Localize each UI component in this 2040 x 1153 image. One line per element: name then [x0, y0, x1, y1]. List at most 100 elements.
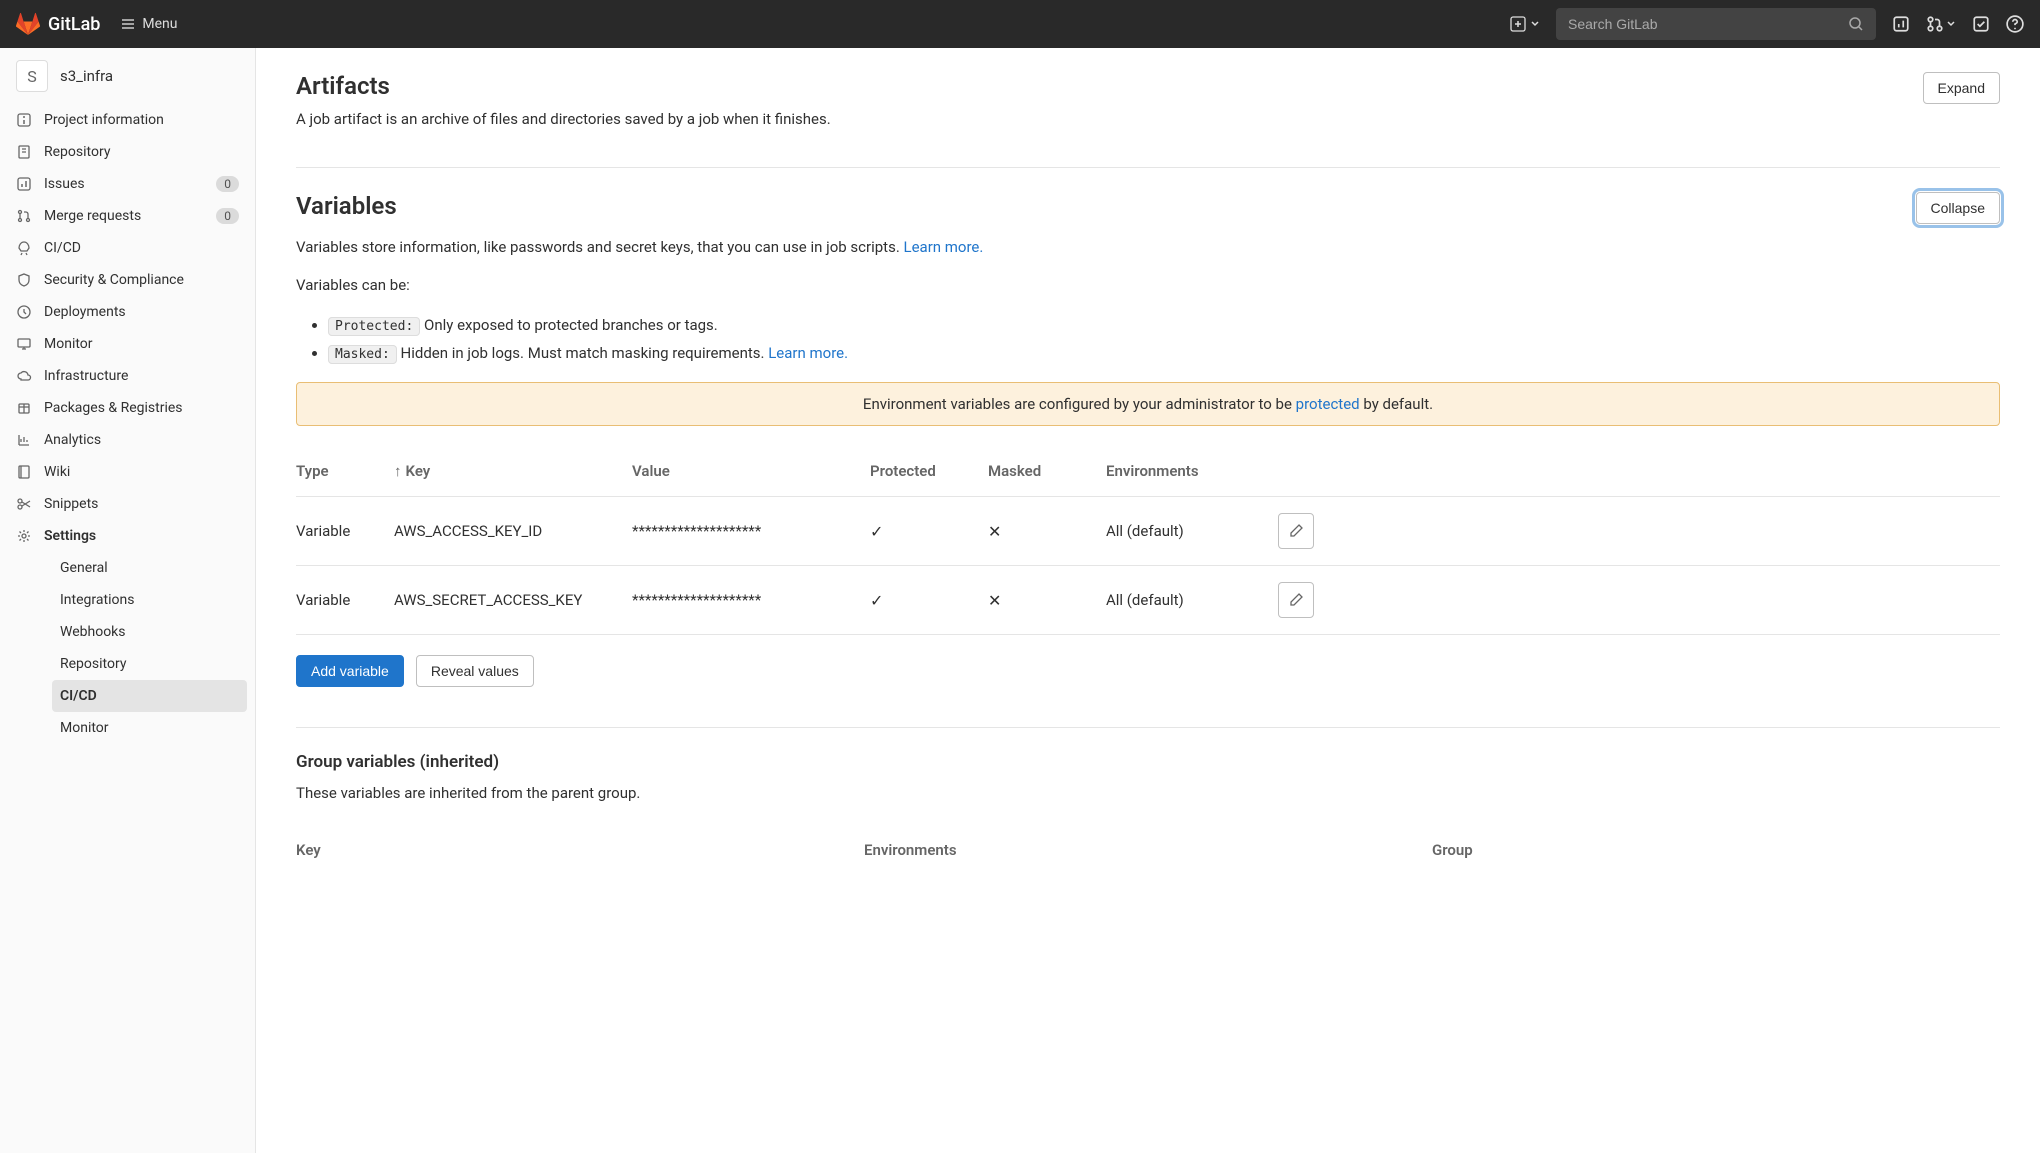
- sidebar-item-repository[interactable]: Repository: [0, 136, 255, 168]
- edit-variable-button[interactable]: [1278, 582, 1314, 618]
- sidebar-item-merge-requests[interactable]: Merge requests 0: [0, 200, 255, 232]
- shield-icon: [16, 272, 32, 288]
- group-variables-header: Key Environments Group: [296, 825, 2000, 875]
- menu-label: Menu: [142, 16, 177, 32]
- book-icon: [16, 464, 32, 480]
- sidebar-item-cicd[interactable]: CI/CD: [0, 232, 255, 264]
- sidebar-item-monitor[interactable]: Monitor: [0, 328, 255, 360]
- cloud-icon: [16, 368, 32, 384]
- gitlab-logo[interactable]: GitLab: [16, 12, 100, 36]
- search-icon: [1848, 16, 1864, 32]
- learn-more-link[interactable]: Learn more.: [904, 238, 984, 256]
- info-icon: [16, 112, 32, 128]
- gear-icon: [16, 528, 32, 544]
- var-type: Variable: [296, 522, 386, 540]
- col-type[interactable]: Type: [296, 462, 386, 480]
- sidebar-item-label: Wiki: [44, 464, 70, 480]
- var-key: AWS_ACCESS_KEY_ID: [394, 522, 624, 540]
- col-environments[interactable]: Environments: [1106, 462, 1256, 480]
- variable-actions: Add variable Reveal values: [296, 655, 2000, 687]
- sidebar-item-project-information[interactable]: Project information: [0, 104, 255, 136]
- col-environments[interactable]: Environments: [864, 841, 1432, 859]
- sidebar-sub-cicd[interactable]: CI/CD: [52, 680, 247, 712]
- variables-section: Variables Collapse Variables store infor…: [296, 167, 2000, 899]
- scissors-icon: [16, 496, 32, 512]
- sidebar-item-snippets[interactable]: Snippets: [0, 488, 255, 520]
- sidebar-item-label: Monitor: [44, 336, 93, 352]
- issues-shortcut[interactable]: [1892, 15, 1910, 33]
- artifacts-desc: A job artifact is an archive of files an…: [296, 108, 831, 131]
- variables-title: Variables: [296, 192, 397, 220]
- protected-bullet: Protected: Only exposed to protected bra…: [328, 313, 2000, 338]
- issues-icon: [1892, 15, 1910, 33]
- cross-icon: ✕: [988, 591, 1098, 610]
- variable-row: Variable AWS_ACCESS_KEY_ID *************…: [296, 497, 2000, 566]
- repository-icon: [16, 144, 32, 160]
- masked-tag: Masked:: [328, 345, 397, 364]
- merge-requests-shortcut[interactable]: [1926, 15, 1956, 33]
- col-masked[interactable]: Masked: [988, 462, 1098, 480]
- artifacts-title: Artifacts: [296, 72, 831, 100]
- col-value[interactable]: Value: [632, 462, 862, 480]
- sidebar-item-security[interactable]: Security & Compliance: [0, 264, 255, 296]
- chart-icon: [16, 432, 32, 448]
- sidebar-item-wiki[interactable]: Wiki: [0, 456, 255, 488]
- settings-submenu: General Integrations Webhooks Repository…: [0, 552, 255, 744]
- sidebar-item-label: Deployments: [44, 304, 126, 320]
- sidebar-sub-webhooks[interactable]: Webhooks: [44, 616, 255, 648]
- help-button[interactable]: [2006, 15, 2024, 33]
- add-variable-button[interactable]: Add variable: [296, 655, 404, 687]
- col-protected[interactable]: Protected: [870, 462, 980, 480]
- sidebar-item-infrastructure[interactable]: Infrastructure: [0, 360, 255, 392]
- sidebar-item-issues[interactable]: Issues 0: [0, 168, 255, 200]
- project-avatar: S: [16, 60, 48, 92]
- protected-link[interactable]: protected: [1296, 395, 1360, 413]
- sidebar-item-analytics[interactable]: Analytics: [0, 424, 255, 456]
- plus-dropdown[interactable]: [1510, 16, 1540, 32]
- main-content: Artifacts A job artifact is an archive o…: [256, 48, 2040, 1153]
- sidebar-item-deployments[interactable]: Deployments: [0, 296, 255, 328]
- var-value: ********************: [632, 591, 862, 609]
- mr-badge: 0: [216, 208, 239, 224]
- reveal-values-button[interactable]: Reveal values: [416, 655, 534, 687]
- project-header[interactable]: S s3_infra: [0, 48, 255, 104]
- collapse-variables-button[interactable]: Collapse: [1916, 192, 2000, 224]
- sidebar: S s3_infra Project information Repositor…: [0, 48, 256, 1153]
- menu-button[interactable]: Menu: [120, 16, 177, 32]
- sidebar-sub-general[interactable]: General: [44, 552, 255, 584]
- sidebar-item-label: Analytics: [44, 432, 101, 448]
- plus-icon: [1510, 16, 1526, 32]
- sidebar-item-label: Project information: [44, 112, 164, 128]
- edit-variable-button[interactable]: [1278, 513, 1314, 549]
- merge-icon: [16, 208, 32, 224]
- sidebar-sub-repository[interactable]: Repository: [44, 648, 255, 680]
- variables-table-header: Type ↑Key Value Protected Masked Environ…: [296, 446, 2000, 497]
- issues-badge: 0: [216, 176, 239, 192]
- sidebar-item-packages[interactable]: Packages & Registries: [0, 392, 255, 424]
- sidebar-sub-monitor[interactable]: Monitor: [44, 712, 255, 744]
- sidebar-item-label: Settings: [44, 528, 96, 544]
- todos-shortcut[interactable]: [1972, 15, 1990, 33]
- sidebar-sub-integrations[interactable]: Integrations: [44, 584, 255, 616]
- col-key[interactable]: ↑Key: [394, 462, 624, 480]
- masked-learn-more-link[interactable]: Learn more.: [768, 344, 848, 362]
- sidebar-item-label: Issues: [44, 176, 85, 192]
- col-group[interactable]: Group: [1432, 841, 2000, 859]
- monitor-icon: [16, 336, 32, 352]
- col-key[interactable]: Key: [296, 841, 864, 859]
- sidebar-item-label: Security & Compliance: [44, 272, 184, 288]
- sidebar-item-label: Merge requests: [44, 208, 141, 224]
- artifacts-section: Artifacts A job artifact is an archive o…: [296, 72, 2000, 167]
- expand-artifacts-button[interactable]: Expand: [1923, 72, 2000, 104]
- search-input[interactable]: [1568, 16, 1848, 32]
- protected-tag: Protected:: [328, 317, 420, 336]
- check-icon: ✓: [870, 522, 980, 541]
- search-box[interactable]: [1556, 8, 1876, 40]
- cross-icon: ✕: [988, 522, 1098, 541]
- var-env: All (default): [1106, 522, 1256, 540]
- sidebar-item-label: Infrastructure: [44, 368, 128, 384]
- check-icon: ✓: [870, 591, 980, 610]
- sort-arrow-icon: ↑: [394, 462, 402, 480]
- sidebar-item-settings[interactable]: Settings: [0, 520, 255, 552]
- hamburger-icon: [120, 16, 136, 32]
